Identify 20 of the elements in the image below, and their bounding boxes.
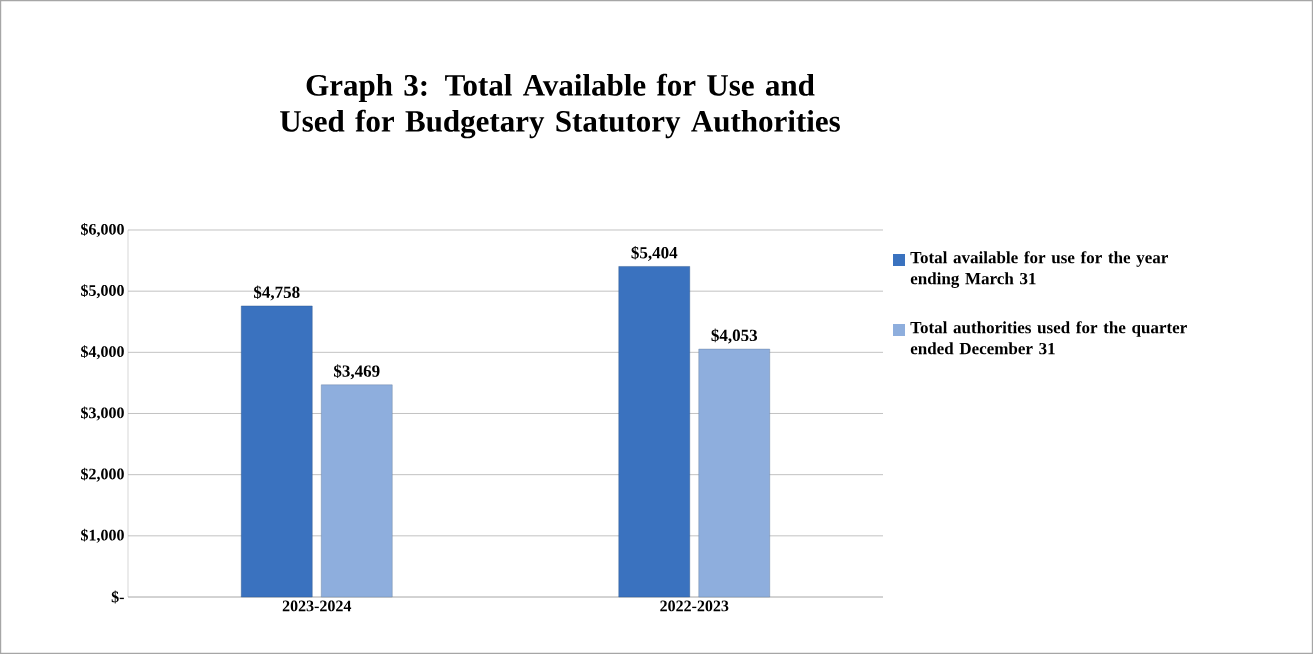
x-tick-label: 2023-2024 bbox=[282, 600, 352, 612]
bar bbox=[321, 384, 393, 598]
y-tick-label: $- bbox=[111, 590, 124, 604]
data-label: $3,469 bbox=[333, 364, 380, 380]
y-tick-label: $4,000 bbox=[81, 345, 124, 360]
y-tick-label: $2,000 bbox=[81, 467, 124, 482]
x-tick-label: 2022-2023 bbox=[660, 600, 729, 612]
data-label: $4,053 bbox=[711, 328, 758, 344]
y-tick-label: $3,000 bbox=[81, 406, 124, 421]
bar bbox=[618, 266, 690, 598]
data-label: $4,758 bbox=[253, 285, 300, 301]
legend-label: Total authorities used for the quarter ended December 31 bbox=[910, 321, 1187, 355]
y-tick-label: $5,000 bbox=[81, 284, 124, 299]
bar bbox=[241, 305, 313, 598]
bar bbox=[698, 348, 770, 598]
y-tick-label: $1,000 bbox=[81, 528, 124, 543]
chart-title: Graph 3: Total Available for Use and Used for Budgetary Statutory Authorities bbox=[280, 73, 840, 139]
y-tick-label: $6,000 bbox=[81, 222, 124, 238]
data-label: $5,404 bbox=[631, 245, 678, 261]
legend-label: Total available for use for the year ending March 31 bbox=[910, 251, 1168, 288]
